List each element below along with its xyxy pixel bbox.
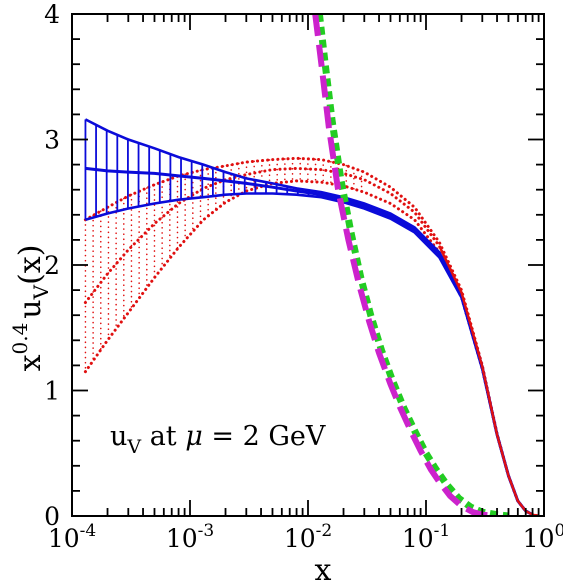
annotation-rest: = 2 GeV xyxy=(203,421,326,452)
x-tick-label: 10-1 xyxy=(402,521,450,553)
blue-curve-lower xyxy=(85,192,534,516)
series-group xyxy=(83,14,541,516)
red-curve-middle xyxy=(83,166,541,516)
magenta-dashed-curve xyxy=(312,14,498,516)
axis-ticks xyxy=(71,13,545,517)
red-curve-tail xyxy=(438,245,539,516)
y-axis-title: x0.4 uV(x) xyxy=(8,245,53,372)
x-tick-label: 100 xyxy=(523,521,563,553)
x-tick-label: 10-2 xyxy=(284,521,332,553)
green-dashed-curve xyxy=(315,14,509,516)
y-axis-title-sub: V xyxy=(29,284,53,300)
annotation-mu: μ xyxy=(185,421,203,452)
x-tick-label: 10-4 xyxy=(48,521,96,553)
y-tick-label: 2 xyxy=(44,251,60,280)
x-axis-title: x xyxy=(315,553,332,585)
red-curve-upper xyxy=(83,156,541,516)
annotation-text: at xyxy=(141,421,185,452)
y-axis-title-base: x xyxy=(13,354,48,371)
y-axis-title-func: u xyxy=(13,299,48,318)
annotation: uV at μ = 2 GeV xyxy=(110,421,326,458)
y-tick-label: 3 xyxy=(44,126,60,155)
y-axis-title-exponent: 0.4 xyxy=(8,323,32,355)
plot-content xyxy=(83,14,541,516)
blue-curve-central xyxy=(85,166,534,516)
y-tick-label: 4 xyxy=(44,0,60,29)
tick-labels: 10-4 10-3 10-2 10-1 100 0 1 2 3 4 xyxy=(44,0,563,553)
x-tick-label: 10-3 xyxy=(166,521,214,553)
y-tick-label: 1 xyxy=(44,377,60,406)
annotation-func: u xyxy=(110,421,127,452)
y-tick-label: 0 xyxy=(44,502,60,531)
annotation-sub: V xyxy=(126,436,141,458)
blue-curve-upper xyxy=(84,118,534,516)
y-axis-title-arg: (x) xyxy=(13,245,48,285)
red-curve-lower xyxy=(83,179,541,516)
